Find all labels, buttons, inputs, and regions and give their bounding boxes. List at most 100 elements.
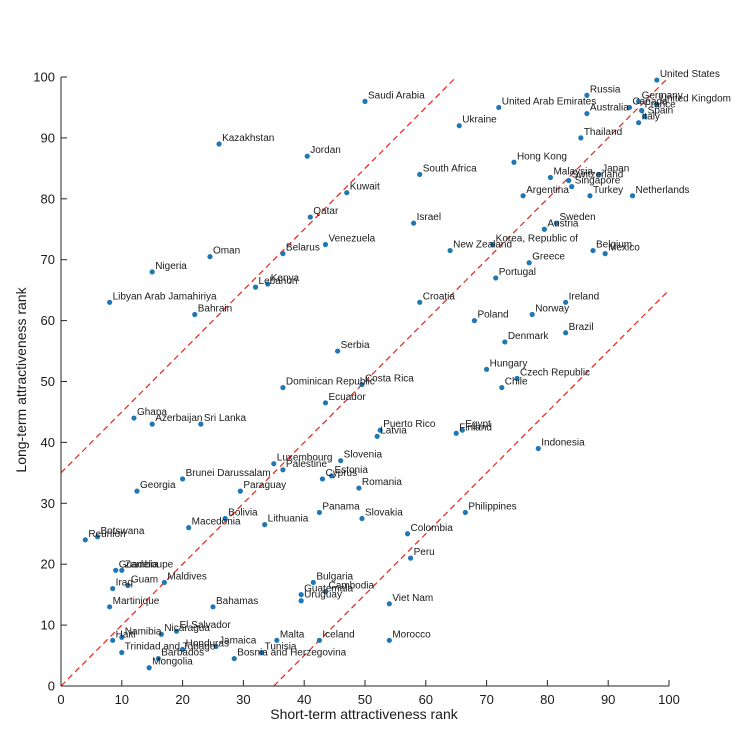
x-tick-label: 30	[236, 692, 250, 707]
point-label: Botswana	[100, 526, 144, 537]
point-label: United Kingdom	[660, 93, 731, 104]
point-label: Bulgaria	[316, 571, 353, 582]
point-label: Canada	[632, 96, 667, 107]
point-label: South Africa	[423, 163, 477, 174]
point-label: Sweden	[560, 212, 596, 223]
data-point	[316, 637, 322, 643]
point-label: Korea, Republic of	[496, 233, 578, 244]
data-point	[274, 637, 280, 643]
data-point	[280, 467, 286, 473]
data-point	[216, 141, 222, 147]
point-label: Japan	[602, 163, 629, 174]
data-point	[356, 485, 362, 491]
point-label: New Zealand	[453, 240, 512, 251]
point-label: Nigeria	[155, 261, 187, 272]
point-label: Martinique	[113, 596, 160, 607]
point-label: Peru	[414, 547, 435, 558]
data-point	[417, 171, 423, 178]
point-label: Brunei Darussalam	[186, 468, 271, 479]
data-point	[520, 193, 526, 199]
data-point	[222, 515, 228, 522]
point-label: Kenya	[271, 273, 300, 284]
data-point	[563, 330, 569, 336]
point-label: Panama	[322, 501, 360, 512]
data-point	[173, 628, 180, 634]
data-point	[119, 649, 125, 656]
data-point	[526, 260, 532, 266]
data-point	[386, 601, 392, 607]
reference-line-2	[273, 289, 670, 687]
data-point	[569, 184, 575, 190]
data-point	[304, 153, 310, 159]
point-label: Slovenia	[344, 450, 383, 461]
point-label: Haiti	[116, 629, 136, 640]
point-label: Luxembourg	[277, 453, 333, 464]
point-label: Zambia	[125, 559, 159, 570]
data-point	[654, 101, 660, 108]
y-tick-label: 40	[41, 435, 55, 450]
y-tick-label: 100	[33, 70, 55, 85]
point-label: Colombia	[411, 523, 454, 534]
point-label: Cyprus	[325, 468, 357, 479]
x-tick-label: 50	[358, 692, 372, 707]
data-point	[280, 251, 286, 257]
data-point	[110, 585, 116, 592]
point-label: Kuwait	[350, 182, 380, 193]
point-label: Sri Lanka	[204, 413, 247, 424]
y-tick-label: 20	[41, 557, 55, 572]
point-label: Tunisia	[265, 642, 297, 653]
data-point	[180, 476, 186, 482]
y-tick-label: 0	[48, 679, 55, 694]
y-tick-label: 10	[41, 618, 55, 633]
data-point	[535, 445, 541, 452]
point-label: Australia	[590, 103, 629, 114]
data-point	[411, 220, 417, 226]
point-label: Czech Republic	[520, 367, 590, 378]
data-point	[180, 646, 186, 653]
data-point	[298, 592, 304, 598]
point-label: Bosnia and Herzegovina	[237, 648, 346, 659]
x-tick-label: 20	[175, 692, 189, 707]
point-label: Bahrain	[198, 304, 232, 315]
point-label: Uruguay	[304, 590, 342, 601]
data-point	[362, 98, 368, 104]
point-label: Mexico	[608, 243, 640, 254]
point-label: Oman	[213, 246, 240, 257]
data-point	[359, 381, 365, 388]
data-point	[584, 92, 590, 98]
point-label: United States	[660, 69, 720, 80]
point-label: Iraq	[116, 578, 133, 589]
point-label: France	[645, 99, 677, 110]
data-point	[654, 77, 660, 83]
point-label: Nicaragua	[164, 623, 210, 634]
point-label: Trinidad and Tobago	[125, 642, 216, 653]
data-point	[262, 522, 268, 528]
data-point	[639, 107, 645, 114]
data-point	[499, 384, 505, 391]
data-points	[82, 77, 660, 671]
data-point	[359, 515, 365, 522]
point-label: United Arab Emirates	[502, 96, 597, 107]
reference-lines	[60, 76, 670, 687]
axes: 0 10 20 30 40 50 60 70 80 90 100 0 10 20 30 40 50 60 70 80 9…	[33, 70, 680, 708]
x-tick-label: 10	[115, 692, 129, 707]
point-label: Chile	[505, 377, 528, 388]
point-label: Guadeloupe	[119, 559, 174, 570]
data-point	[307, 214, 313, 220]
point-label: Palestine	[286, 459, 328, 470]
x-tick-label: 100	[658, 692, 680, 707]
data-point	[459, 427, 465, 433]
point-label: Germany	[642, 90, 683, 101]
point-label: Saudi Arabia	[368, 90, 425, 101]
point-label: Guatemala	[304, 584, 353, 595]
data-point	[146, 665, 152, 671]
point-label: Jordan	[310, 145, 341, 156]
data-point	[316, 509, 322, 516]
data-point	[626, 104, 633, 111]
point-label: Georgia	[140, 480, 176, 491]
data-point	[602, 251, 608, 257]
data-point	[280, 384, 286, 391]
point-label: Latvia	[380, 425, 407, 436]
y-tick-label: 60	[41, 313, 55, 328]
data-point	[404, 531, 411, 537]
